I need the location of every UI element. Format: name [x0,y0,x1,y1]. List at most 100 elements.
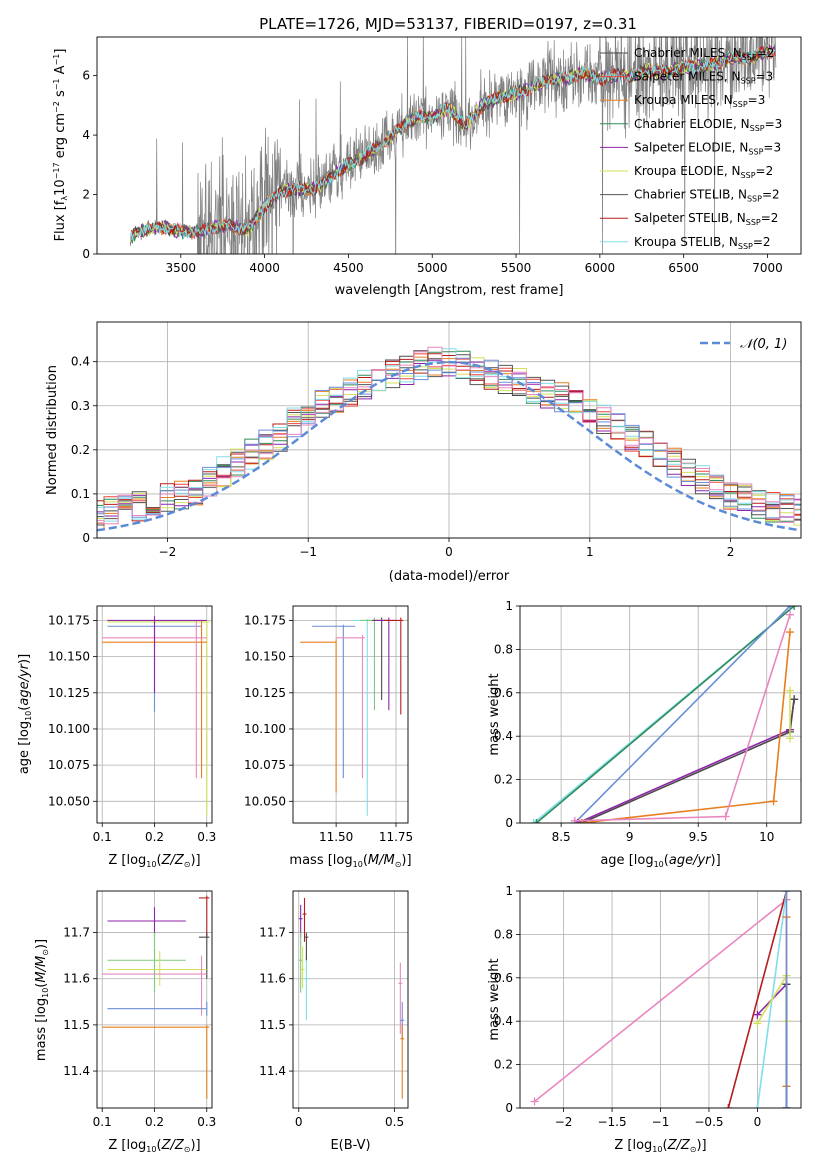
hist-chabrier-stelib [97,354,801,526]
y-tick-label: 0.3 [71,399,90,413]
data-point [304,932,309,961]
data-point [398,962,403,1035]
hist-blue [97,357,801,519]
x-tick-label: 5000 [417,261,448,275]
y-tick-label: 0.8 [494,642,513,656]
x-axis-label: mass [log10(M/M⊙)] [289,853,411,869]
data-point [102,955,207,1016]
y-axis-label: mass [log10(M/M⊙)] [34,939,50,1061]
x-tick-label: 3500 [166,261,197,275]
weight-series [786,686,795,743]
weight-line [535,606,795,823]
x-tick-label: 11.50 [319,830,353,844]
hist-salpeter-stelib [97,353,801,522]
weight-marker [769,797,778,806]
y-tick-label: 0 [82,531,90,545]
data-point [300,946,305,988]
x-tick-label: 0.2 [145,830,164,844]
y-axis-label: age [log10(age/yr)] [17,654,33,774]
x-axis-label: E(B-V) [330,1138,370,1153]
plot-area [130,37,777,254]
x-tick-label: 0.5 [385,1115,404,1129]
figure-title: PLATE=1726, MJD=53137, FIBERID=0197, z=0… [259,15,637,33]
hist-salpeter-miles [97,353,801,524]
data-point [360,617,385,711]
axes-frame [96,605,213,824]
panel-spectrum: 3500 4000 4500 5000 5500 6000 6500 7000 0 2 4 6 Chab… [52,36,802,298]
legend: Chabrier MILES, NSSP=2 Salpeter MILES, NS… [600,46,782,251]
y-tick-label: 10.100 [48,722,90,736]
data-point [107,951,207,986]
legend-label: Chabrier STELIB, NSSP=2 [634,188,780,204]
weight-marker [529,819,538,823]
hist-salpeter-elodie [97,359,801,518]
weight-series [782,891,791,1108]
x-tick-label: 9.5 [689,830,708,844]
y-axis-label: Flux [fλ10−17 erg cm−2 s−1 A−1] [52,49,69,242]
y-tick-label: 0.4 [494,729,513,743]
y-tick-label: 6 [82,69,90,83]
x-axis-label: wavelength [Angstrom, rest frame] [335,283,564,298]
y-axis-label: mass weight [487,673,502,755]
x-tick-label: 8.5 [552,830,571,844]
x-tick-label: −1 [652,1115,670,1129]
weight-line [533,899,788,1103]
y-tick-label: 0 [82,247,90,261]
x-tick-label: 2 [727,545,735,559]
panel-weight-vs-Z: −2 −1.5 −1 −0.5 0 0 0.2 0.4 0.6 0.8 1 mass weight Z … [487,884,802,1154]
y-tick-label: 10.125 [48,686,90,700]
y-tick-label: 11.6 [63,972,90,986]
legend-label: Salpeter MILES, NSSP=3 [634,70,773,86]
data-point [336,634,365,779]
y-tick-label: 10.100 [244,722,286,736]
x-tick-label: 0.3 [197,1115,216,1129]
hist-kroupa-miles [97,356,801,531]
weight-series [532,606,799,823]
data-point [298,932,303,993]
panel-mass-vs-Z: 0.1 0.2 0.3 11.4 11.5 11.6 11.7 Z [log10(Z/Z⊙)]… [34,890,216,1154]
x-tick-label: 0 [445,545,453,559]
weight-series [570,610,795,823]
weight-series [570,606,795,823]
x-tick-label: 5500 [501,261,532,275]
weight-marker [532,819,541,823]
plot-area [300,617,404,816]
weight-line [581,699,795,823]
legend-label: Chabrier MILES, NSSP=2 [634,46,774,62]
hist-chabrier-miles [97,350,801,520]
x-tick-label: 0.1 [93,830,112,844]
x-tick-label: 11.75 [379,830,413,844]
x-tick-label: 10 [759,830,774,844]
weight-line [727,891,788,1108]
x-tick-label: 0.1 [93,1115,112,1129]
y-axis-label: mass weight [487,958,502,1040]
weight-marker [753,1104,762,1108]
x-tick-label: 4000 [249,261,280,275]
panel-weight-vs-age: 8.5 9 9.5 10 0 0.2 0.4 0.6 0.8 1 mass weight age [l… [487,599,802,869]
weight-marker [790,606,799,610]
data-point [198,932,210,979]
legend-label: Kroupa STELIB, NSSP=2 [634,235,771,251]
y-tick-label: 10.075 [48,758,90,772]
data-point [400,1024,405,1099]
axes-frame [96,890,213,1109]
weight-marker [786,734,795,743]
panel-residuals: −2 −1 0 1 2 0 0.1 0.2 0.3 0.4 𝒩(0, 1) (data-model)/… [45,321,802,584]
plot-area [529,606,799,823]
grid [97,322,801,539]
x-tick-label: 6000 [585,261,616,275]
weight-marker [753,1019,762,1028]
y-tick-label: 10.075 [244,758,286,772]
data-point [298,904,303,938]
plot-area [530,891,791,1108]
y-tick-label: 10.050 [244,794,286,808]
y-tick-label: 10.125 [244,686,286,700]
y-tick-label: 11.5 [259,1018,286,1032]
x-tick-label: −0.5 [694,1115,723,1129]
weight-marker [786,628,795,637]
legend: 𝒩(0, 1) [700,337,787,352]
x-tick-label: 7000 [752,261,783,275]
y-tick-label: 11.7 [259,926,286,940]
x-tick-label: 9 [626,830,634,844]
x-tick-label: −2 [159,545,177,559]
